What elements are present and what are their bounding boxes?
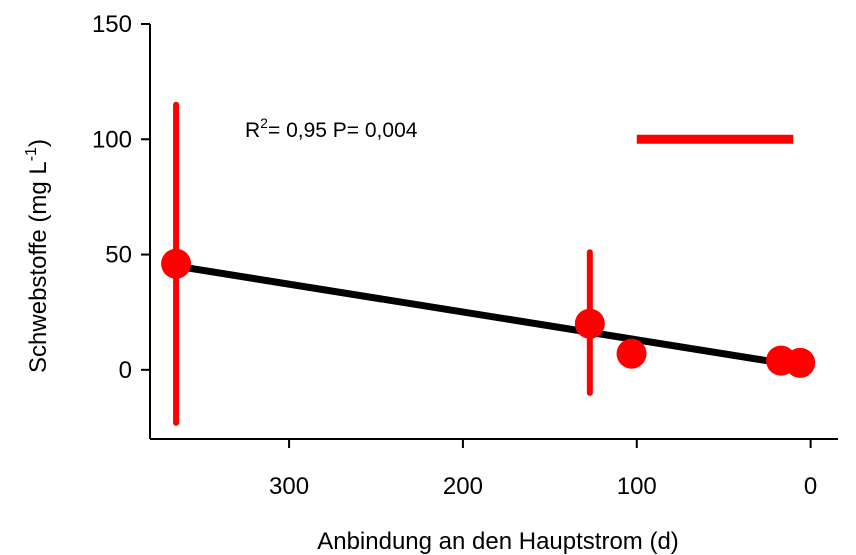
x-tick-label: 200 [443,473,483,500]
x-axis: 300 200 100 0 [150,438,838,500]
data-point [785,347,816,378]
x-axis-title: Anbindung an den Hauptstrom (d) [317,528,679,555]
y-tick-label: 0 [119,357,132,384]
y-axis-title: Schwebstoffe (mg L-1) [23,139,52,373]
data-series [161,101,816,426]
y-tick-label: 150 [92,11,132,38]
data-point [161,248,192,279]
x-ticks: 300 200 100 0 [269,439,817,500]
y-tick-label: 50 [105,242,132,269]
r-label: R [245,119,260,142]
stats-annotation: R2= 0,95 P= 0,004 [245,115,418,142]
stats-text: = 0,95 P= 0,004 [268,119,418,142]
data-point [616,338,647,369]
y-axis-title-main: Schwebstoffe (mg L [25,161,52,373]
y-axis-title-sup: -1 [23,147,40,161]
y-ticks: 0 50 100 150 [92,11,150,384]
x-tick-label: 0 [804,473,817,500]
y-tick-label: 100 [92,126,132,153]
x-tick-label: 100 [617,473,657,500]
r-superscript: 2 [260,115,268,131]
regression-line [175,262,782,367]
y-axis: 0 50 100 150 [92,11,151,439]
y-axis-title-close: ) [25,139,52,147]
data-point [574,308,605,339]
x-tick-label: 300 [269,473,309,500]
